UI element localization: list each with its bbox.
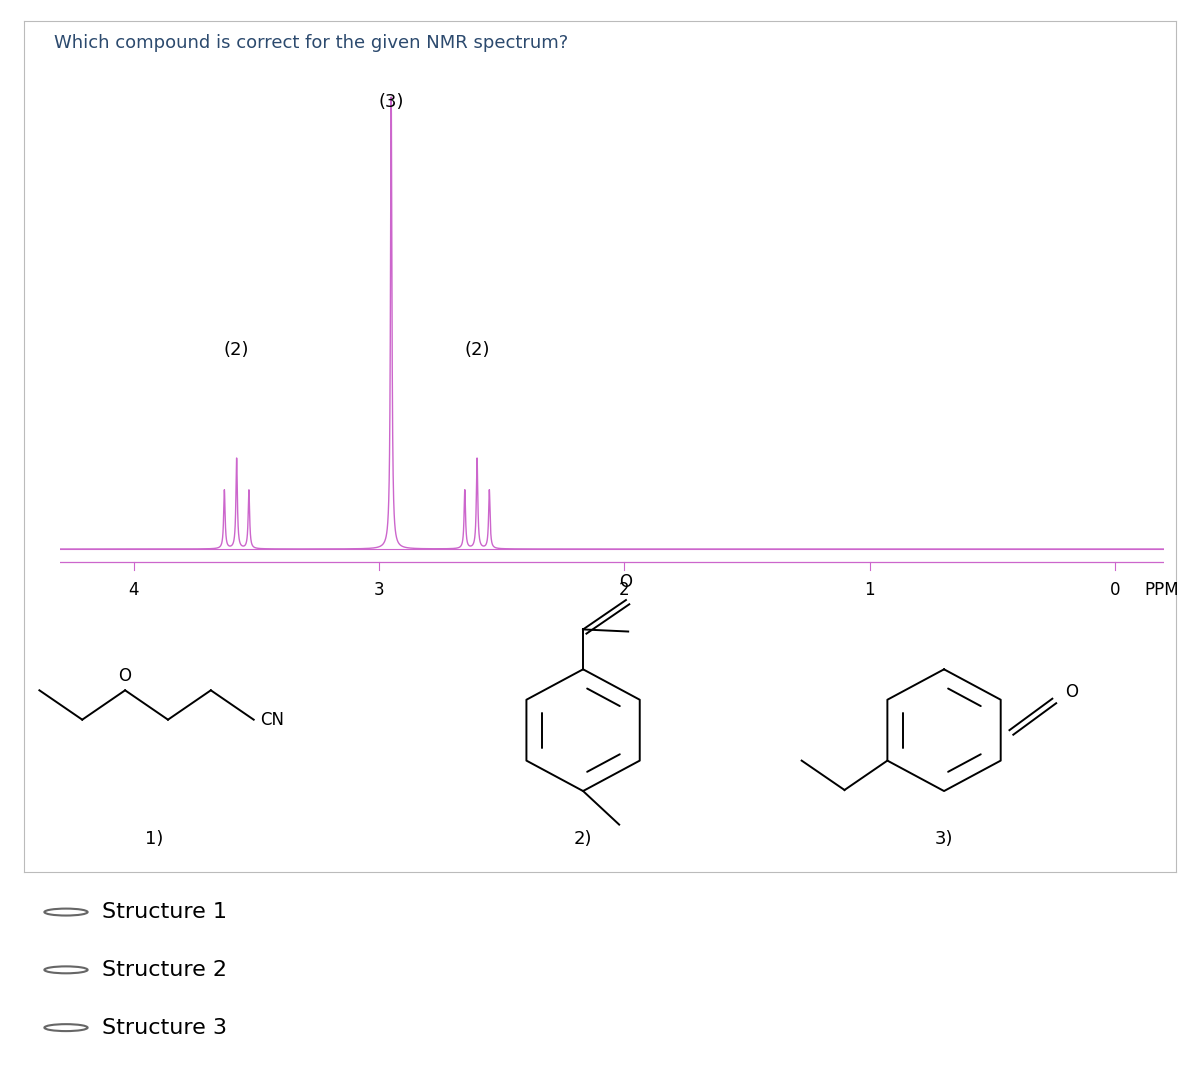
Text: Which compound is correct for the given NMR spectrum?: Which compound is correct for the given … [54,34,569,52]
Text: 0: 0 [1110,581,1120,599]
Text: O: O [619,574,632,592]
Text: 2: 2 [619,581,630,599]
Text: O: O [1066,684,1078,702]
Text: Structure 3: Structure 3 [102,1018,227,1038]
Text: O: O [119,667,132,685]
Text: 1: 1 [864,581,875,599]
Text: Structure 2: Structure 2 [102,960,227,980]
Text: 3): 3) [935,830,953,847]
Text: PPM: PPM [1145,581,1178,599]
Text: (3): (3) [378,93,404,110]
Text: (2): (2) [464,341,490,360]
Text: Structure 1: Structure 1 [102,902,227,922]
Text: 1): 1) [145,830,163,847]
Text: (2): (2) [224,341,250,360]
Text: 2): 2) [574,830,593,847]
Text: CN: CN [260,710,284,729]
Text: 3: 3 [373,581,384,599]
Text: 4: 4 [128,581,139,599]
